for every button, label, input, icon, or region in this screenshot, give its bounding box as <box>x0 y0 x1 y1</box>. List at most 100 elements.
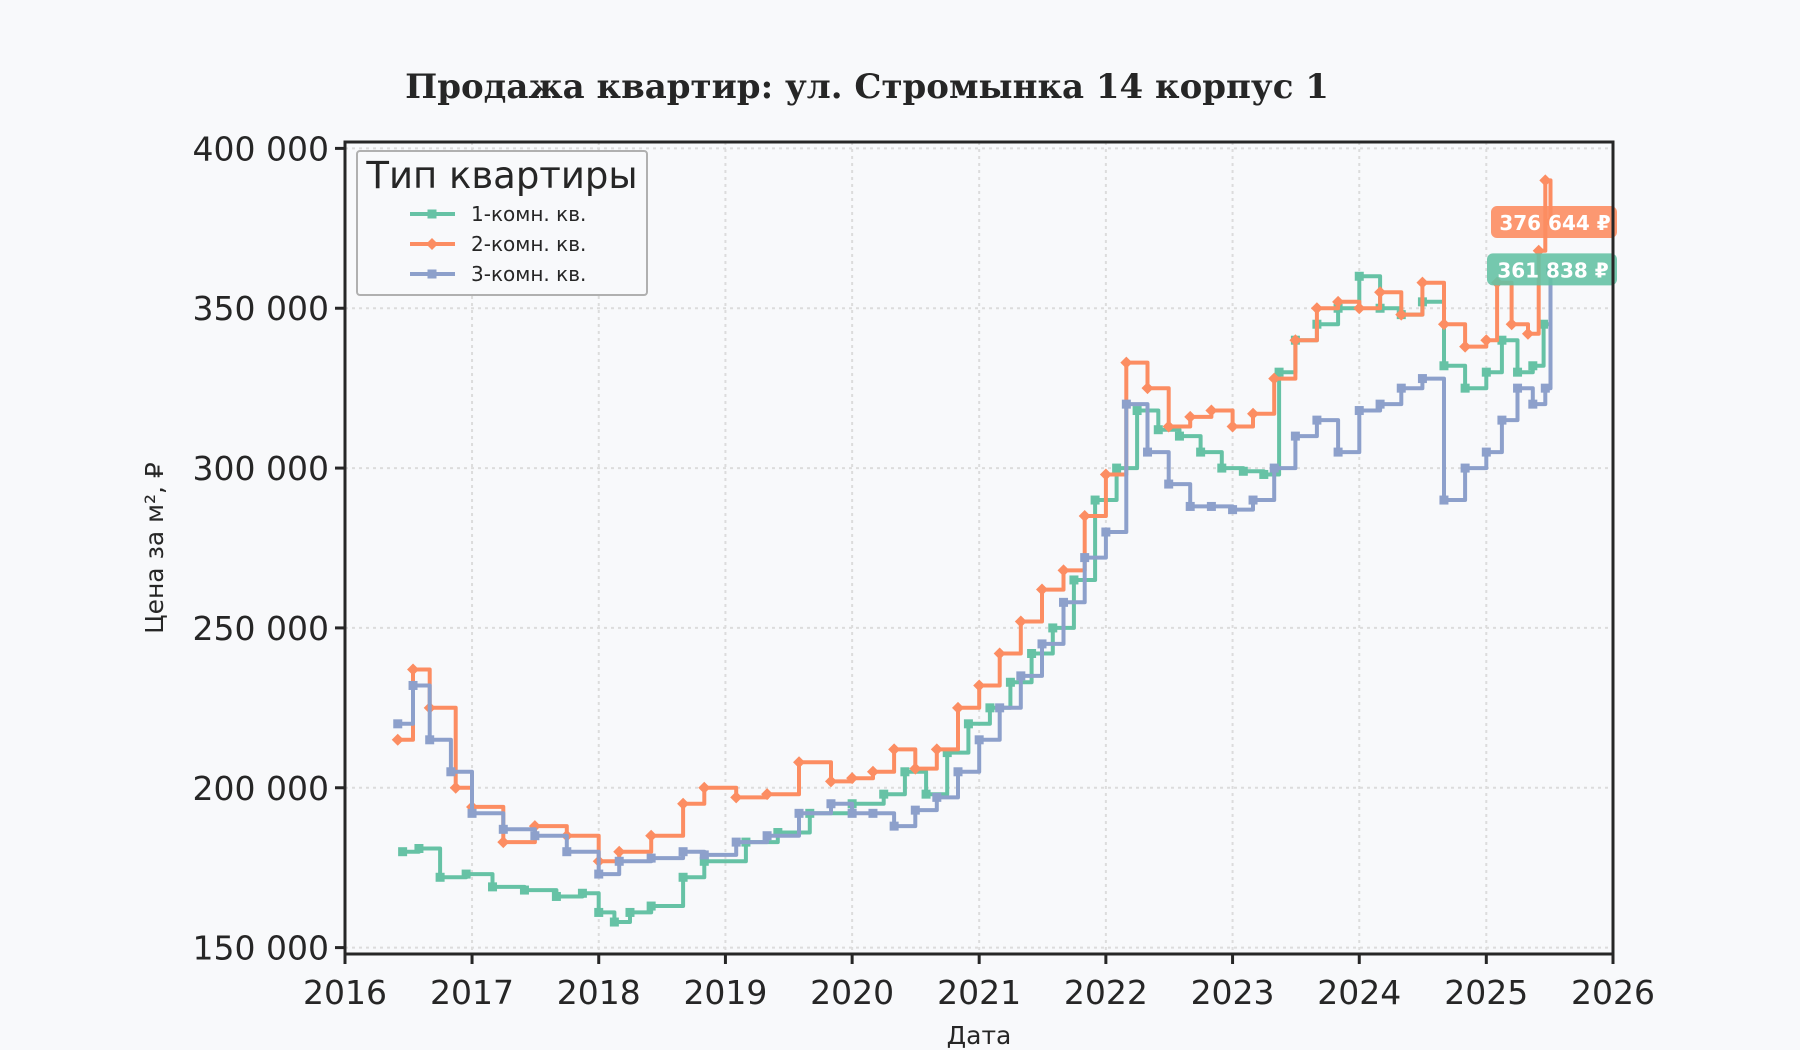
data-point <box>646 901 656 911</box>
data-point <box>1174 431 1184 441</box>
data-point <box>562 847 572 857</box>
end-label-text: 376 644 ₽ <box>1499 211 1610 235</box>
data-point <box>407 663 420 676</box>
data-point <box>953 767 963 777</box>
x-tick-label: 2026 <box>1571 973 1655 1012</box>
data-point <box>1481 367 1491 377</box>
data-point <box>1069 575 1079 585</box>
data-point <box>910 805 920 815</box>
data-point <box>1121 399 1131 409</box>
data-point <box>594 907 604 917</box>
data-point <box>677 797 690 810</box>
data-point <box>698 781 711 794</box>
data-point <box>398 847 408 857</box>
data-point <box>1112 463 1122 473</box>
data-point <box>973 679 986 692</box>
data-point <box>1143 447 1153 457</box>
data-point <box>1460 383 1470 393</box>
data-point <box>1354 406 1364 416</box>
data-point <box>1497 415 1507 425</box>
data-point <box>488 882 498 892</box>
data-point <box>625 907 635 917</box>
data-point <box>1101 527 1111 537</box>
data-point <box>594 869 604 879</box>
data-point <box>1248 495 1258 505</box>
x-axis: 2016 2017 2018 2019 2020 2021 2022 2023 2024 2025… <box>303 954 1655 1012</box>
data-point <box>678 847 688 857</box>
data-point <box>1521 327 1534 340</box>
data-point <box>730 791 743 804</box>
data-point <box>577 888 587 898</box>
data-point <box>1027 648 1037 658</box>
x-tick-label: 2025 <box>1444 973 1528 1012</box>
y-axis-label: Цена за м², ₽ <box>140 462 169 634</box>
x-tick-label: 2020 <box>810 973 894 1012</box>
data-point <box>773 828 783 838</box>
data-point <box>985 703 995 713</box>
data-point <box>1513 367 1523 377</box>
data-point <box>794 808 804 818</box>
x-tick-label: 2024 <box>1317 973 1401 1012</box>
data-point <box>824 775 837 788</box>
data-point <box>909 762 922 775</box>
data-point <box>1016 671 1026 681</box>
chart-title: Продажа квартир: ул. Стромынка 14 корпус… <box>405 67 1329 107</box>
data-point <box>449 781 462 794</box>
data-point <box>1374 286 1387 299</box>
data-point <box>1539 319 1549 329</box>
data-point <box>1184 410 1197 423</box>
data-point <box>1289 334 1302 347</box>
end-label-box <box>1491 206 1617 239</box>
data-point <box>1481 447 1491 457</box>
data-point <box>995 703 1005 713</box>
x-tick-label: 2022 <box>1064 973 1148 1012</box>
series-layer <box>391 174 1557 927</box>
legend-label: 1-комн. кв. <box>471 202 586 226</box>
data-point <box>1162 420 1175 433</box>
data-point <box>1080 553 1090 563</box>
data-point <box>1353 302 1366 315</box>
data-point <box>1459 340 1472 353</box>
data-point <box>932 792 942 802</box>
data-point <box>1057 564 1070 577</box>
data-point <box>646 853 656 863</box>
data-point <box>1196 447 1206 457</box>
data-point <box>1078 510 1091 523</box>
data-point <box>762 831 772 841</box>
end-label: 376 644 ₽ <box>1491 206 1617 239</box>
y-axis: 150 000 200 000 250 000 300 000 350 000 400 0… <box>193 129 345 968</box>
data-point <box>435 872 445 882</box>
data-point <box>699 856 709 866</box>
y-tick-label: 400 000 <box>193 129 329 168</box>
data-point <box>498 824 508 834</box>
data-point <box>889 821 899 831</box>
legend-item: 3-комн. кв. <box>410 262 586 286</box>
data-point <box>1217 463 1227 473</box>
data-point <box>1090 495 1100 505</box>
data-point <box>826 799 836 809</box>
data-point <box>951 701 964 714</box>
data-point <box>645 829 658 842</box>
data-point <box>699 850 709 860</box>
data-point <box>847 808 857 818</box>
data-point <box>1539 174 1552 187</box>
data-point <box>1460 463 1470 473</box>
data-point <box>942 748 952 758</box>
legend-label: 3-комн. кв. <box>471 262 586 286</box>
legend-label: 2-комн. кв. <box>471 232 586 256</box>
data-point <box>974 735 984 745</box>
x-tick-label: 2018 <box>557 973 641 1012</box>
end-label: 361 838 ₽ <box>1487 253 1617 286</box>
data-point <box>1205 404 1218 417</box>
legend-marker <box>427 269 437 279</box>
data-point <box>1439 495 1449 505</box>
data-point <box>1206 501 1216 511</box>
data-point <box>1099 468 1112 481</box>
data-point <box>1005 677 1015 687</box>
data-point <box>866 765 879 778</box>
data-point <box>393 719 403 729</box>
data-point <box>1185 501 1195 511</box>
legend-item: 1-комн. кв. <box>410 202 586 226</box>
data-point <box>613 845 626 858</box>
legend-box <box>356 150 648 296</box>
